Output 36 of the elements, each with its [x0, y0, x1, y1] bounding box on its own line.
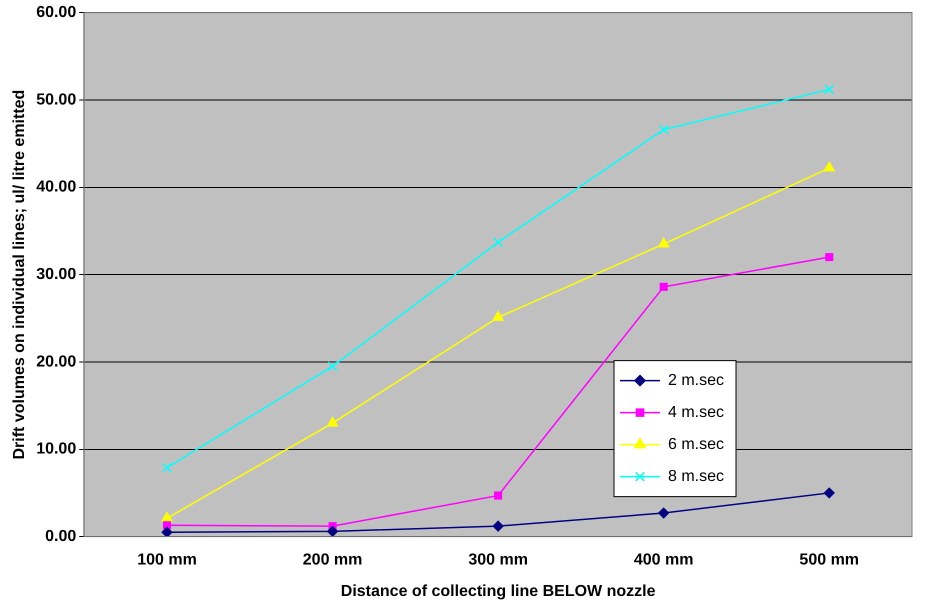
- point: [162, 462, 172, 473]
- point: [824, 487, 835, 498]
- x-axis-title: Distance of collecting line BELOW nozzle: [340, 582, 656, 600]
- legend-label: 4 m.sec: [668, 404, 724, 422]
- legend-label: 6 m.sec: [668, 436, 724, 454]
- point: [327, 526, 338, 537]
- x-tick-label: 200 mm: [302, 552, 362, 569]
- point: [824, 84, 834, 94]
- point: [492, 520, 504, 532]
- point: [825, 253, 834, 262]
- y-axis-title: Drift volumes on individual lines; ul/ litre emitted: [11, 90, 28, 460]
- point: [493, 237, 504, 248]
- x-tick-label: 300 mm: [468, 552, 528, 569]
- point: [328, 361, 338, 372]
- x-tick-label: 500 mm: [799, 552, 860, 569]
- point: [162, 526, 173, 537]
- x-tick-label: 100 mm: [137, 552, 197, 569]
- legend-label: 2 m.sec: [668, 372, 724, 390]
- y-tick-label: 60.00: [36, 4, 76, 22]
- y-tick-label: 0.00: [45, 528, 76, 546]
- y-tick-label: 30.00: [36, 266, 76, 284]
- point: [658, 124, 669, 135]
- point: [658, 508, 670, 519]
- legend-label: 8 m.sec: [668, 468, 724, 486]
- point: [492, 310, 504, 321]
- point: [658, 238, 670, 248]
- x-tick-label: 400 mm: [634, 552, 694, 569]
- point: [326, 416, 338, 427]
- point: [494, 492, 502, 500]
- y-tick-label: 50.00: [36, 91, 76, 108]
- point: [660, 282, 668, 291]
- y-tick-label: 20.00: [36, 353, 76, 370]
- point: [161, 512, 173, 522]
- y-tick-label: 40.00: [36, 178, 76, 196]
- point: [824, 162, 835, 172]
- y-tick-label: 10.00: [36, 440, 76, 458]
